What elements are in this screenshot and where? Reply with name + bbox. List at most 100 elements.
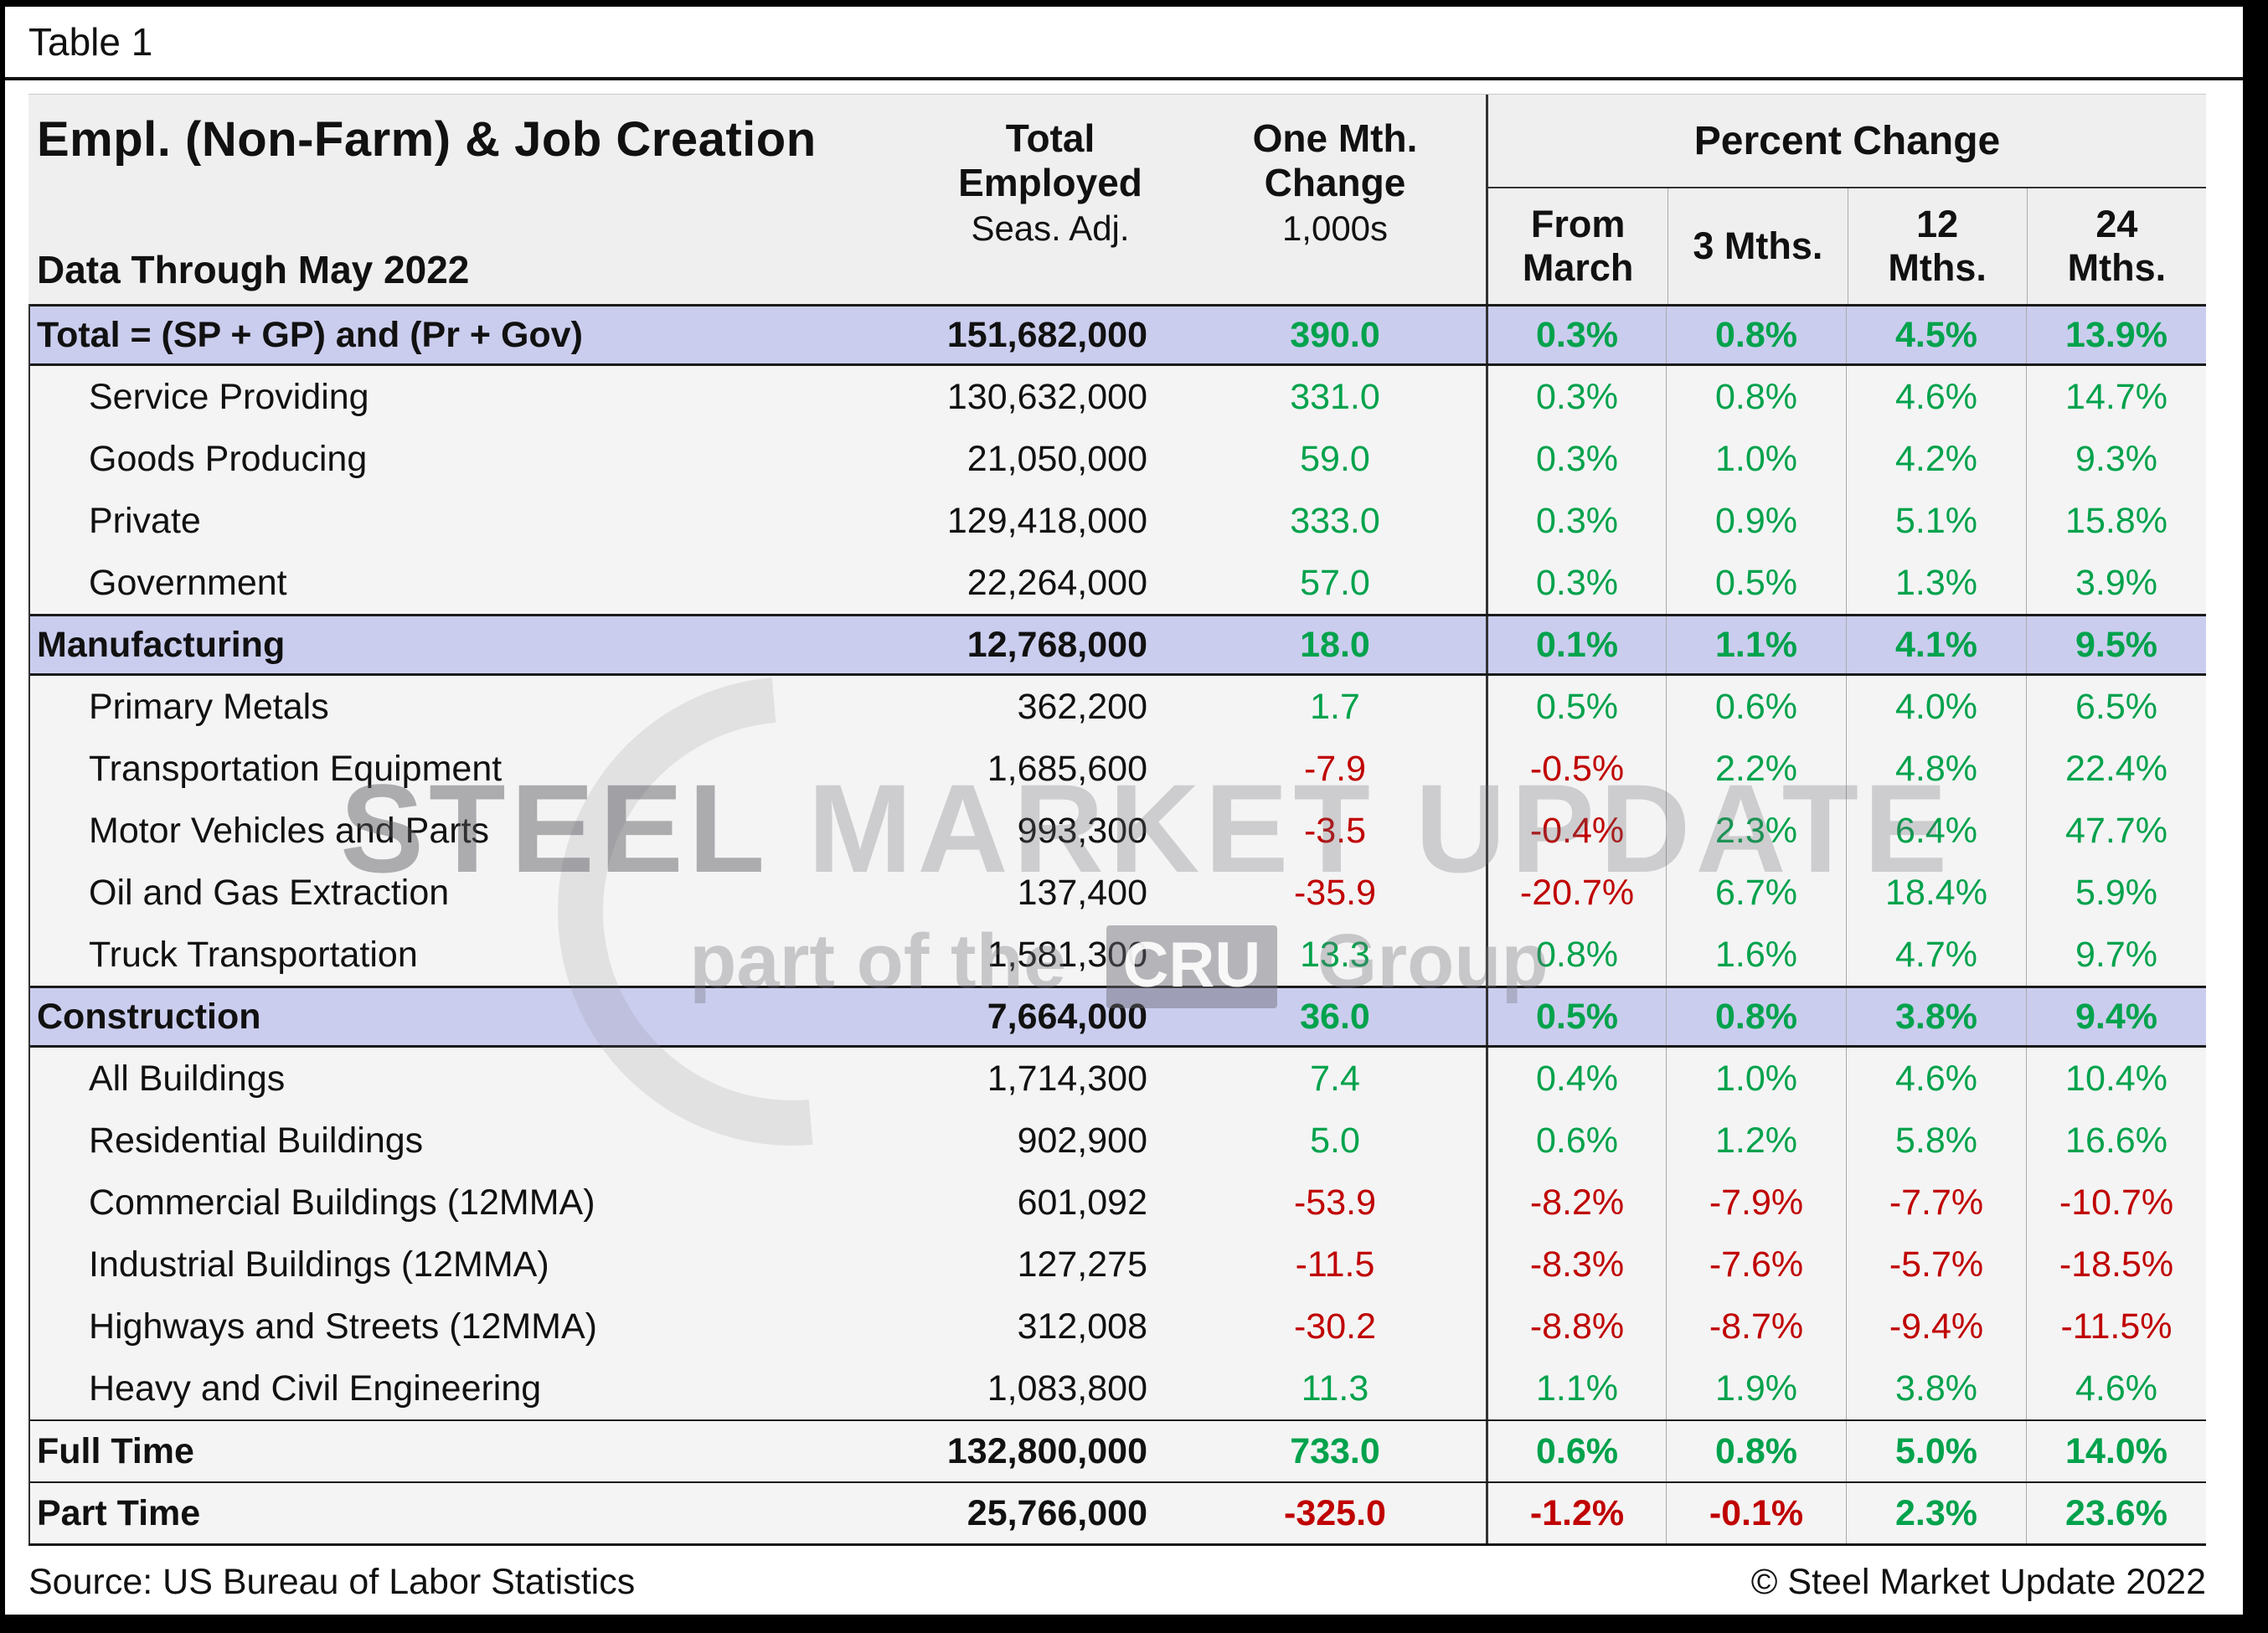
pct-12-months: 18.4% [1846,862,2026,924]
pct-24-months: 9.4% [2026,988,2206,1045]
pct-24-months: 6.5% [2026,676,2206,738]
pct-3-months: -7.6% [1666,1234,1846,1296]
pct-from-march: -8.2% [1486,1172,1666,1234]
pct-3-months: 0.8% [1666,988,1846,1045]
employed-value: 312,008 [1017,1306,1147,1347]
table-row: Heavy and Civil Engineering 1,083,800 11.3… [30,1357,2206,1419]
table-row: Motor Vehicles and Parts 993,300 -3.5 -0.4%… [30,800,2206,862]
pct-from-march: 0.3% [1486,307,1666,363]
table-row: Total = (SP + GP) and (Pr + Gov) 151,682,… [30,304,2206,366]
table-title-block: Empl. (Non-Farm) & Job Creation Data Thr… [28,95,916,304]
pct-24-months: 15.8% [2026,490,2206,552]
table-row: Government 22,264,000 57.0 0.3% 0.5% 1.3% 3.9% [30,552,2206,614]
col-header-from-march: From March [1522,203,1634,289]
table-caption-bar: Table 1 [5,7,2243,80]
col-header-24-months: 24 Mths. [2026,188,2206,304]
table-row: Service Providing 130,632,000 331.0 0.3% 0.8… [30,366,2206,428]
pct-12-months: 4.1% [1846,616,2026,673]
change-value: 59.0 [1300,438,1370,479]
table-row: All Buildings 1,714,300 7.4 0.4% 1.0% 4.6% 10.… [30,1048,2206,1110]
col-header-seas-adj-label: Seas. Adj. [971,208,1130,248]
employed-value: 25,766,000 [966,1492,1147,1533]
col-header-percent-change-group: Percent Change From March 3 Mths. 12 Mth… [1486,95,2206,304]
pct-from-march: 0.8% [1486,924,1666,986]
pct-3-months: 2.3% [1666,800,1846,862]
table-body: Total = (SP + GP) and (Pr + Gov) 151,682,… [28,304,2206,1546]
pct-from-march: 0.3% [1486,552,1666,614]
pct-3-months: 0.5% [1666,552,1846,614]
table-row: Commercial Buildings (12MMA) 601,092 -53.9… [30,1172,2206,1234]
change-value: -53.9 [1293,1182,1376,1223]
change-value: 13.3 [1300,934,1370,975]
table-row: Transportation Equipment 1,685,600 -7.9 -0.… [30,738,2206,800]
change-value: 7.4 [1310,1058,1360,1099]
pct-12-months: 4.8% [1846,738,2026,800]
pct-3-months: 0.9% [1666,490,1846,552]
employed-value: 1,685,600 [987,748,1147,789]
pct-12-months: 2.3% [1846,1483,2026,1543]
row-label: Highways and Streets (12MMA) [89,1306,597,1347]
pct-from-march: 0.6% [1486,1110,1666,1172]
pct-3-months: 1.6% [1666,924,1846,986]
pct-12-months: 1.3% [1846,552,2026,614]
pct-3-months: -0.1% [1666,1483,1846,1543]
change-value: 331.0 [1290,376,1380,417]
pct-from-march: 0.4% [1486,1048,1666,1110]
employment-table: Empl. (Non-Farm) & Job Creation Data Thr… [28,94,2206,1546]
row-label: Government [89,562,287,603]
employed-value: 12,768,000 [966,624,1147,665]
pct-24-months: 16.6% [2026,1110,2206,1172]
pct-3-months: -8.7% [1666,1296,1846,1357]
pct-24-months: 9.3% [2026,428,2206,490]
change-value: 36.0 [1300,996,1370,1037]
table-caption: Table 1 [28,20,153,64]
pct-3-months: 0.8% [1666,366,1846,428]
pct-12-months: -9.4% [1846,1296,2026,1357]
pct-from-march: 0.6% [1486,1421,1666,1481]
pct-12-months: 5.0% [1846,1421,2026,1481]
table-row: Truck Transportation 1,581,300 13.3 0.8% 1.6… [30,924,2206,986]
pct-24-months: 10.4% [2026,1048,2206,1110]
pct-24-months: 9.5% [2026,616,2206,673]
pct-12-months: 6.4% [1846,800,2026,862]
pct-12-months: 3.8% [1846,1357,2026,1419]
pct-3-months: 0.6% [1666,676,1846,738]
pct-24-months: 9.7% [2026,924,2206,986]
table-row: Goods Producing 21,050,000 59.0 0.3% 1.0% 4.2… [30,428,2206,490]
pct-from-march: -20.7% [1486,862,1666,924]
pct-from-march: 0.1% [1486,616,1666,673]
table-row: Full Time 132,800,000 733.0 0.6% 0.8% 5.0% 14.… [30,1419,2206,1481]
change-value: -325.0 [1284,1492,1386,1533]
percent-change-subheaders: From March 3 Mths. 12 Mths. 24 Mths. [1488,188,2206,304]
row-label: Primary Metals [89,686,329,727]
row-label: Oil and Gas Extraction [89,872,450,913]
pct-from-march: 1.1% [1486,1357,1666,1419]
pct-12-months: 5.1% [1846,490,2026,552]
change-value: -30.2 [1293,1306,1376,1347]
col-header-total-employed-label: Total Employed [958,116,1142,204]
pct-from-march: -8.3% [1486,1234,1666,1296]
table-title: Empl. (Non-Farm) & Job Creation [37,112,817,167]
employed-value: 22,264,000 [966,562,1147,603]
change-value: 333.0 [1290,500,1380,541]
pct-24-months: 14.7% [2026,366,2206,428]
row-label: Service Providing [89,376,369,417]
change-value: 1.7 [1310,686,1360,727]
pct-3-months: 1.0% [1666,428,1846,490]
pct-24-months: 22.4% [2026,738,2206,800]
row-label: Manufacturing [37,624,286,665]
pct-12-months: 4.0% [1846,676,2026,738]
employed-value: 1,714,300 [987,1058,1147,1099]
employed-value: 151,682,000 [946,314,1147,355]
pct-24-months: 23.6% [2026,1483,2206,1543]
table-row: Highways and Streets (12MMA) 312,008 -30.2… [30,1296,2206,1357]
pct-3-months: 0.8% [1666,1421,1846,1481]
pct-24-months: -10.7% [2026,1172,2206,1234]
table-row: Part Time 25,766,000 -325.0 -1.2% -0.1% 2.3% 2… [30,1481,2206,1543]
row-label: Truck Transportation [89,934,418,975]
pct-12-months: -7.7% [1846,1172,2026,1234]
pct-24-months: 3.9% [2026,552,2206,614]
pct-from-march: 0.3% [1486,428,1666,490]
employed-value: 7,664,000 [987,996,1147,1037]
pct-12-months: 4.6% [1846,366,2026,428]
